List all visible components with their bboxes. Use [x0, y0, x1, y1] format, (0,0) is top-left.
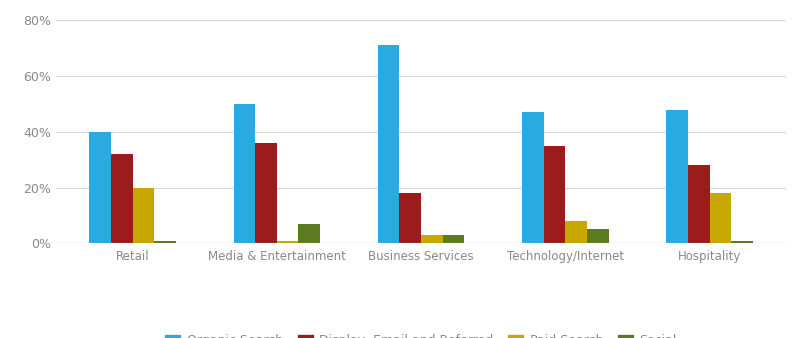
Bar — [233, 104, 255, 243]
Bar — [89, 132, 111, 243]
Bar — [731, 241, 753, 243]
Bar — [443, 235, 464, 243]
Bar — [421, 235, 443, 243]
Bar — [277, 241, 298, 243]
Legend: Organic Search, Display, Email and Referred, Paid Search, Social: Organic Search, Display, Email and Refer… — [165, 334, 677, 338]
Bar — [688, 165, 710, 243]
Bar — [255, 143, 277, 243]
Bar — [565, 221, 587, 243]
Bar — [710, 193, 731, 243]
Bar — [522, 112, 544, 243]
Bar — [154, 241, 176, 243]
Bar — [298, 224, 320, 243]
Bar — [666, 110, 688, 243]
Bar — [378, 45, 399, 243]
Bar — [111, 154, 132, 243]
Bar — [399, 193, 421, 243]
Bar — [132, 188, 154, 243]
Bar — [587, 230, 609, 243]
Bar — [544, 146, 565, 243]
